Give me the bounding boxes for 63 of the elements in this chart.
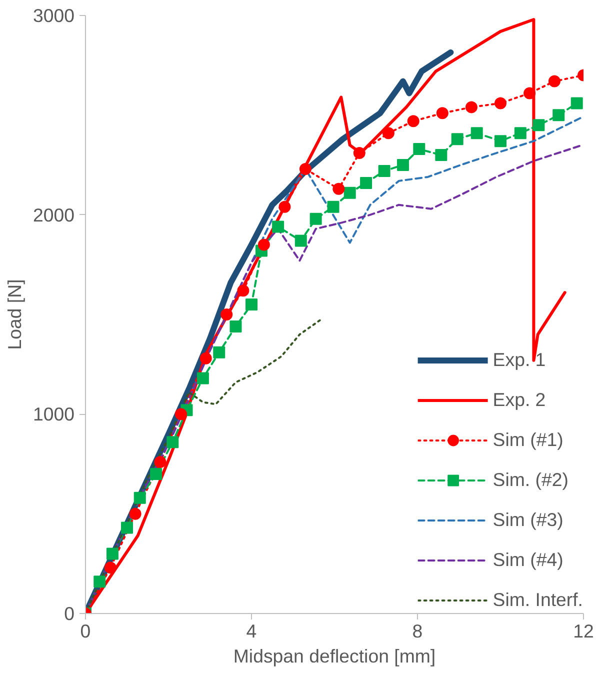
point bbox=[494, 97, 506, 110]
point bbox=[299, 163, 312, 175]
legend-label: Sim. Interf. bbox=[492, 589, 583, 611]
point bbox=[494, 135, 506, 148]
point bbox=[129, 508, 142, 520]
point bbox=[200, 352, 212, 364]
point bbox=[196, 372, 209, 384]
point bbox=[413, 143, 426, 156]
point bbox=[327, 200, 340, 213]
legend-label: Sim (#3) bbox=[492, 509, 564, 531]
point bbox=[435, 149, 448, 162]
point bbox=[121, 522, 133, 534]
point bbox=[294, 234, 307, 247]
point bbox=[344, 186, 356, 199]
point bbox=[552, 109, 565, 122]
legend-label: Exp. 1 bbox=[492, 349, 546, 371]
x-tick-label: 0 bbox=[80, 620, 91, 642]
legend-label: Sim (#1) bbox=[492, 429, 564, 451]
point bbox=[278, 200, 291, 213]
point bbox=[272, 220, 284, 233]
point bbox=[524, 87, 536, 100]
point bbox=[220, 308, 233, 320]
x-tick-label: 8 bbox=[412, 620, 423, 642]
point bbox=[396, 159, 409, 171]
y-tick-label: 1000 bbox=[32, 404, 75, 425]
legend-label: Sim. (#2) bbox=[492, 469, 568, 491]
point bbox=[104, 562, 116, 574]
point bbox=[246, 298, 258, 311]
point bbox=[332, 182, 345, 195]
point bbox=[106, 548, 118, 560]
point bbox=[532, 119, 545, 132]
point bbox=[465, 101, 478, 114]
y-tick-label: 0 bbox=[64, 603, 75, 624]
point bbox=[150, 468, 162, 480]
point bbox=[548, 75, 560, 88]
point bbox=[237, 284, 250, 297]
point bbox=[382, 127, 394, 140]
point bbox=[166, 436, 179, 448]
point bbox=[310, 212, 322, 225]
x-axis-title: Midspan deflection [mm] bbox=[233, 646, 436, 666]
point bbox=[134, 492, 146, 504]
point bbox=[470, 127, 483, 140]
y-axis-title: Load [N] bbox=[4, 279, 25, 350]
point bbox=[258, 238, 270, 251]
y-tick-label: 3000 bbox=[32, 5, 75, 26]
point bbox=[436, 107, 448, 120]
point bbox=[94, 576, 106, 588]
point bbox=[154, 456, 166, 468]
legend-label: Exp. 2 bbox=[492, 389, 546, 411]
point bbox=[378, 164, 390, 177]
point bbox=[451, 133, 464, 146]
point bbox=[174, 408, 187, 420]
point bbox=[514, 127, 526, 140]
point bbox=[407, 115, 420, 128]
point bbox=[230, 320, 242, 332]
legend-label: Sim (#4) bbox=[492, 549, 564, 571]
x-tick-label: 12 bbox=[573, 620, 594, 642]
x-tick-label: 4 bbox=[246, 620, 257, 642]
point bbox=[353, 147, 366, 160]
point bbox=[360, 176, 372, 189]
point bbox=[213, 346, 226, 358]
point bbox=[570, 97, 583, 110]
y-tick-label: 2000 bbox=[32, 204, 75, 226]
